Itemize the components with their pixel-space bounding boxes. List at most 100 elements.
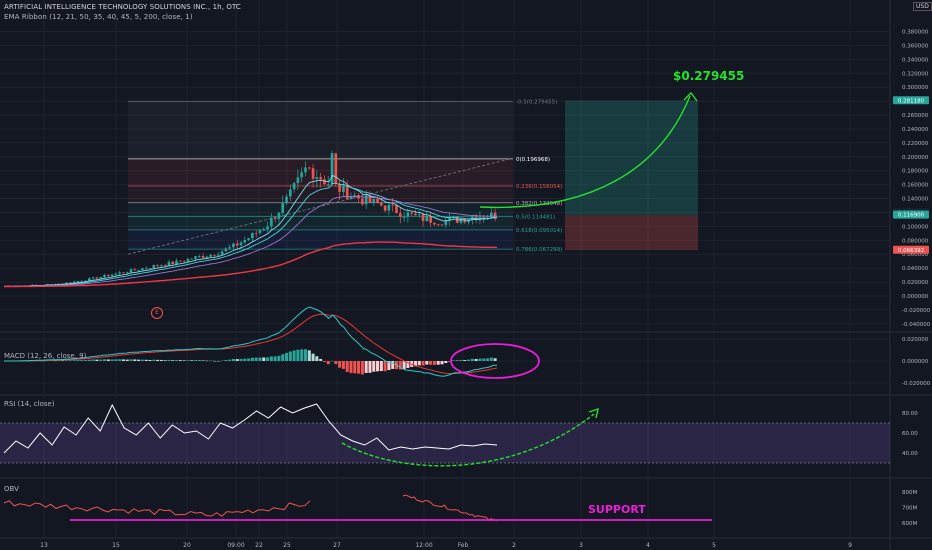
- price-candle-body: [444, 219, 448, 225]
- price-candle-body: [273, 218, 277, 219]
- earnings-event-marker[interactable]: E: [151, 307, 163, 319]
- time-tick-label: 12:00: [415, 542, 432, 549]
- macd-tick-label: -0.020000: [902, 381, 931, 387]
- obv-line-recent: [402, 494, 498, 522]
- macd-histogram-bar: [364, 361, 368, 373]
- price-candle-body: [467, 219, 470, 223]
- price-tick-label: 0.240000: [902, 127, 929, 133]
- price-tag: [893, 210, 929, 219]
- fib-level-label: 0.5(0.114481): [516, 214, 555, 220]
- macd-histogram-bar: [360, 361, 364, 375]
- price-tick-label: 0.180000: [902, 169, 929, 175]
- macd-histogram-bar: [311, 353, 315, 361]
- macd-histogram-bar: [72, 360, 76, 361]
- price-candle-body: [425, 216, 429, 222]
- obv-line: [3, 500, 311, 517]
- macd-cross-highlight: [450, 343, 540, 379]
- time-tick-label: 09:00: [227, 542, 244, 549]
- price-candle-body: [216, 254, 220, 256]
- macd-histogram-bar: [307, 350, 311, 361]
- target-arrow-curve: [479, 95, 691, 209]
- macd-histogram-bar: [216, 360, 220, 362]
- macd-histogram-bar: [402, 361, 406, 370]
- macd-histogram-bar: [137, 359, 141, 361]
- price-tick-label: -0.040000: [902, 322, 931, 328]
- currency-badge[interactable]: USD: [913, 2, 932, 11]
- macd-histogram-bar: [140, 359, 144, 361]
- macd-histogram-bar: [205, 360, 209, 362]
- price-candle-body: [228, 247, 231, 249]
- macd-histogram-bar: [106, 359, 110, 361]
- time-tick-label: 13: [40, 542, 48, 549]
- price-candle-body: [247, 238, 250, 241]
- macd-histogram-bar: [144, 359, 148, 361]
- fibonacci-retracement[interactable]: -0.5(0.279455) 0(0.196968) 0.236(0.158054)…: [127, 99, 562, 255]
- price-candle-body: [137, 270, 140, 271]
- rsi-line: [3, 403, 498, 454]
- fib-zone: [128, 216, 513, 230]
- macd-histogram-bar: [53, 360, 57, 362]
- fib-level-label: -0.5(0.279455): [516, 99, 557, 105]
- macd-histogram-bar: [440, 361, 444, 365]
- price-pane: [3, 150, 498, 288]
- macd-histogram-bar: [68, 360, 72, 361]
- macd-histogram-bar: [247, 358, 251, 361]
- price-axis[interactable]: 0.380000 0.360000 0.340000 0.320000 0.300000…: [893, 30, 931, 527]
- price-candle-body: [209, 254, 213, 257]
- rsi-tick-label: 60.00: [902, 431, 918, 437]
- ema-ribbon-legend[interactable]: EMA Ribbon (12, 21, 50, 35, 40, 45, 5, 2…: [4, 13, 193, 21]
- price-candle-body: [254, 232, 258, 234]
- macd-histogram-bar: [413, 361, 417, 367]
- price-candle-body: [292, 183, 296, 190]
- macd-legend[interactable]: MACD (12, 26, close, 9): [4, 352, 87, 360]
- price-candle-body: [205, 256, 209, 258]
- price-candle-body: [99, 277, 103, 279]
- macd-histogram-bar: [224, 360, 228, 361]
- price-candle-body: [307, 167, 311, 169]
- price-candle-body: [402, 216, 406, 218]
- price-candle-body: [319, 177, 322, 180]
- price-candle-body: [175, 260, 178, 264]
- price-candle-body: [376, 198, 379, 204]
- price-candle-body: [160, 265, 163, 267]
- ema-slow-line: [4, 195, 498, 287]
- fib-level-label: 0.382(0.133948): [516, 201, 562, 207]
- price-tick-label: 0.340000: [902, 57, 929, 63]
- price-candle-body: [110, 274, 114, 277]
- macd-histogram-bar: [159, 359, 163, 361]
- price-tick-label: 0.160000: [902, 183, 929, 189]
- price-candle-body: [345, 185, 349, 199]
- macd-histogram-bar: [102, 359, 107, 361]
- price-candle-body: [266, 226, 269, 229]
- price-candle-body: [133, 269, 137, 271]
- obv-legend[interactable]: OBV: [4, 485, 19, 493]
- price-tag-label: 0.116900: [898, 213, 925, 219]
- price-candle-body: [440, 224, 444, 226]
- macd-histogram-bar: [303, 349, 308, 361]
- price-candle-body: [213, 254, 216, 256]
- macd-histogram-bar: [57, 360, 61, 362]
- macd-histogram-bar: [228, 359, 232, 361]
- position-loss-zone: [565, 215, 698, 251]
- macd-histogram-bar: [125, 359, 129, 361]
- symbol-title[interactable]: ARTIFICIAL INTELLIGENCE TECHNOLOGY SOLUT…: [4, 3, 241, 11]
- macd-histogram-bar: [486, 358, 490, 361]
- time-axis[interactable]: 13 15 20 09:00 22 25 27 12:00 Feb 2 3 4 5 9: [40, 542, 852, 549]
- obv-pane: [3, 494, 498, 522]
- macd-histogram-bar: [197, 359, 201, 361]
- price-candle-body: [235, 243, 239, 246]
- rsi-legend[interactable]: RSI (14, close): [4, 400, 55, 408]
- macd-histogram-bar: [338, 361, 342, 368]
- macd-histogram-bar: [235, 359, 239, 361]
- price-candle-body: [125, 272, 129, 274]
- price-candle-body: [251, 232, 254, 239]
- macd-histogram-bar: [357, 361, 361, 374]
- price-candle-body: [383, 205, 387, 211]
- long-position-tool[interactable]: [565, 100, 698, 251]
- fib-zone: [128, 101, 513, 159]
- price-tick-label: 0.100000: [902, 224, 929, 230]
- price-candle-body: [148, 268, 152, 269]
- macd-histogram-bar: [281, 354, 285, 361]
